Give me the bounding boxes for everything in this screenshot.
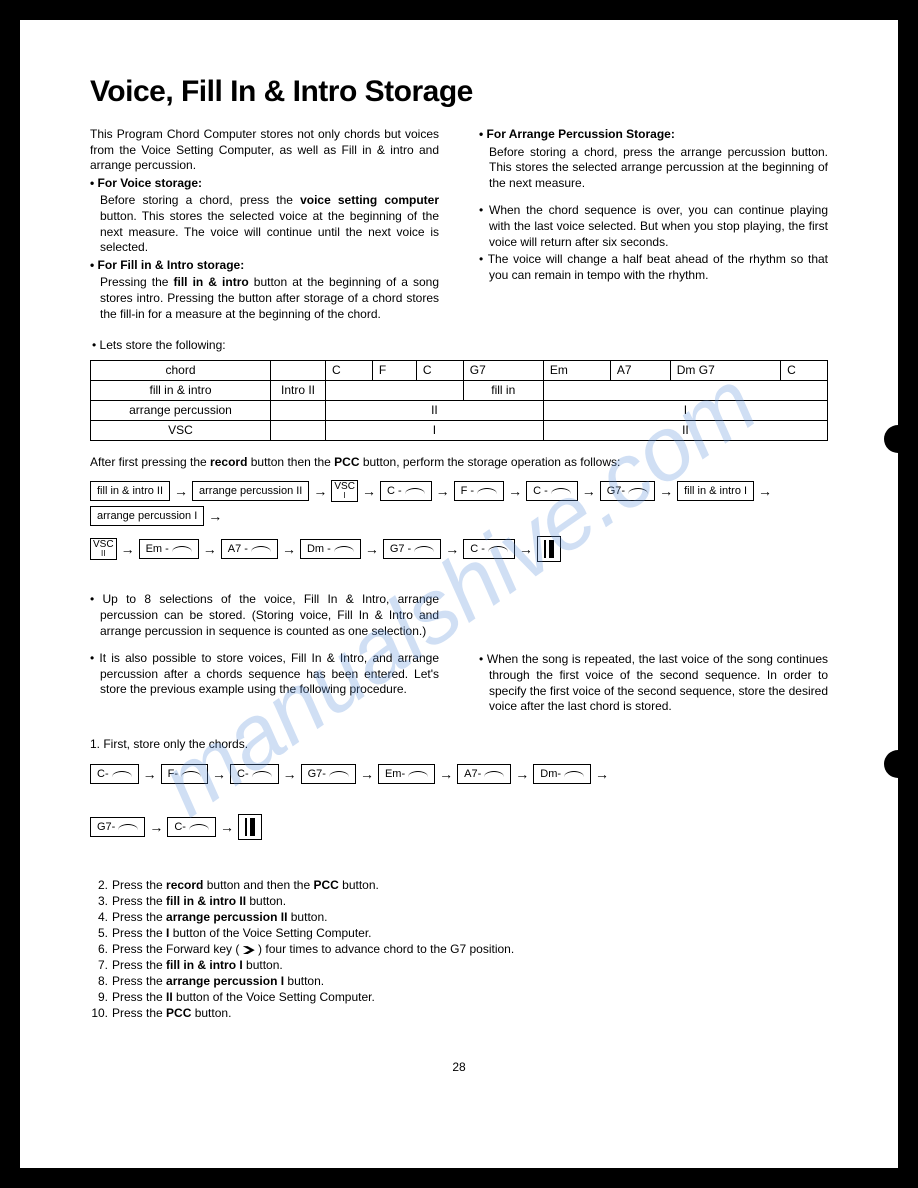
subhead: For Fill in & Intro storage: [90, 258, 439, 274]
text: This Program Chord Computer stores not o… [90, 127, 439, 174]
arrow-icon: → [149, 819, 163, 835]
step-item: 2.Press the record button and then the P… [90, 878, 828, 892]
storage-table: chord C F C G7 Em A7 Dm G7 C fill in & i… [90, 360, 828, 441]
step-1: 1. First, store only the chords. [90, 737, 828, 753]
text: Before storing a chord, press the arrang… [479, 145, 828, 192]
arrow-icon: → [365, 541, 379, 557]
punch-hole [884, 750, 912, 778]
step-item: 10.Press the PCC button. [90, 1006, 828, 1020]
flow-box: fill in & intro I [677, 481, 754, 501]
arrow-icon: → [515, 766, 529, 782]
arrow-icon: → [174, 483, 188, 499]
forward-icon [243, 946, 255, 954]
flow-box: Em- [378, 764, 435, 784]
arrow-icon: → [143, 766, 157, 782]
step-item: 6.Press the Forward key ( ) four times t… [90, 942, 828, 956]
arrow-icon: → [758, 483, 772, 499]
arrow-icon: → [508, 483, 522, 499]
flow-box: arrange percussion II [192, 481, 309, 501]
arrow-icon: → [360, 766, 374, 782]
table-row: arrange percussion II I [91, 400, 828, 420]
flow-box: arrange percussion I [90, 506, 204, 526]
page-number: 28 [90, 1060, 828, 1074]
flow-box: G7- [301, 764, 356, 784]
intro-columns: This Program Chord Computer stores not o… [90, 127, 828, 324]
arrow-icon: → [203, 541, 217, 557]
flow-box: C- [230, 764, 279, 784]
flow-box: F- [161, 764, 208, 784]
flow-box: G7- [600, 481, 655, 501]
arrow-icon: → [283, 766, 297, 782]
text: Up to 8 selections of the voice, Fill In… [90, 592, 439, 639]
flow-box: A7- [457, 764, 511, 784]
arrow-icon: → [220, 819, 234, 835]
arrow-icon: → [208, 508, 222, 524]
flow-box: G7- [90, 817, 145, 837]
mid-right: When the song is repeated, the last voic… [479, 592, 828, 716]
arrow-icon: → [582, 483, 596, 499]
subhead: For Voice storage: [90, 176, 439, 192]
mid-left: Up to 8 selections of the voice, Fill In… [90, 592, 439, 716]
manual-page: manualshive.com Voice, Fill In & Intro S… [20, 20, 898, 1168]
arrow-icon: → [212, 766, 226, 782]
text: Before storing a chord, press the voice … [90, 193, 439, 255]
arrow-icon: → [282, 541, 296, 557]
flow-box: A7 - [221, 539, 278, 559]
intro-left: This Program Chord Computer stores not o… [90, 127, 439, 324]
end-box [537, 536, 561, 562]
text: When the chord sequence is over, you can… [479, 203, 828, 250]
flow-box: Dm- [533, 764, 591, 784]
note: Lets store the following: [102, 338, 828, 354]
flow-box: Dm - [300, 539, 361, 559]
page-title: Voice, Fill In & Intro Storage [90, 75, 828, 109]
arrow-icon: → [595, 766, 609, 782]
flow-box: C - [380, 481, 432, 501]
text: When the song is repeated, the last voic… [479, 652, 828, 714]
flow-box: C- [90, 764, 139, 784]
flow-row-1: fill in & intro II→arrange percussion II… [90, 480, 828, 526]
arrow-icon: → [445, 541, 459, 557]
step-item: 3.Press the fill in & intro II button. [90, 894, 828, 908]
step-item: 5.Press the I button of the Voice Settin… [90, 926, 828, 940]
flow-row-3: C- →F- →C- →G7- →Em- →A7- →Dm- → [90, 764, 828, 784]
flow-box: C - [526, 481, 578, 501]
arrow-icon: → [659, 483, 673, 499]
text: It is also possible to store voices, Fil… [90, 651, 439, 698]
arrow-icon: → [313, 483, 327, 499]
flow-box: C - [463, 539, 515, 559]
table-row: VSC I II [91, 420, 828, 440]
text: Pressing the fill in & intro button at t… [90, 275, 439, 322]
intro-right: For Arrange Percussion Storage: Before s… [479, 127, 828, 324]
mid-columns: Up to 8 selections of the voice, Fill In… [90, 592, 828, 716]
arrow-icon: → [362, 483, 376, 499]
flow-box: G7 - [383, 539, 441, 559]
flow-box: C- [167, 817, 216, 837]
text: After first pressing the record button t… [90, 455, 828, 471]
arrow-icon: → [436, 483, 450, 499]
punch-hole [884, 425, 912, 453]
subhead: For Arrange Percussion Storage: [479, 127, 828, 143]
arrow-icon: → [519, 541, 533, 557]
vsc-box: VSCI [331, 480, 358, 502]
flow-box: fill in & intro II [90, 481, 170, 501]
flow-row-4: G7- →C- → [90, 814, 828, 840]
end-box [238, 814, 262, 840]
step-item: 8.Press the arrange percussion I button. [90, 974, 828, 988]
step-item: 9.Press the II button of the Voice Setti… [90, 990, 828, 1004]
step-item: 4.Press the arrange percussion II button… [90, 910, 828, 924]
steps-list: 2.Press the record button and then the P… [90, 878, 828, 1020]
arrow-icon: → [439, 766, 453, 782]
text: The voice will change a half beat ahead … [479, 252, 828, 283]
vsc-box: VSCII [90, 538, 117, 560]
flow-box: F - [454, 481, 504, 501]
step-item: 7.Press the fill in & intro I button. [90, 958, 828, 972]
arrow-icon: → [121, 541, 135, 557]
table-row: chord C F C G7 Em A7 Dm G7 C [91, 360, 828, 380]
table-row: fill in & intro Intro II fill in [91, 380, 828, 400]
flow-row-2: VSCII→Em - →A7 - →Dm - →G7 - →C - → [90, 536, 828, 562]
flow-box: Em - [139, 539, 199, 559]
